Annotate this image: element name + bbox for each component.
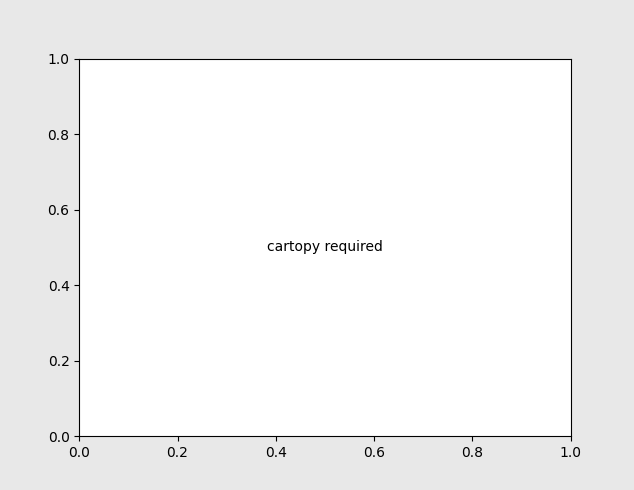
Text: cartopy required: cartopy required (267, 241, 383, 254)
